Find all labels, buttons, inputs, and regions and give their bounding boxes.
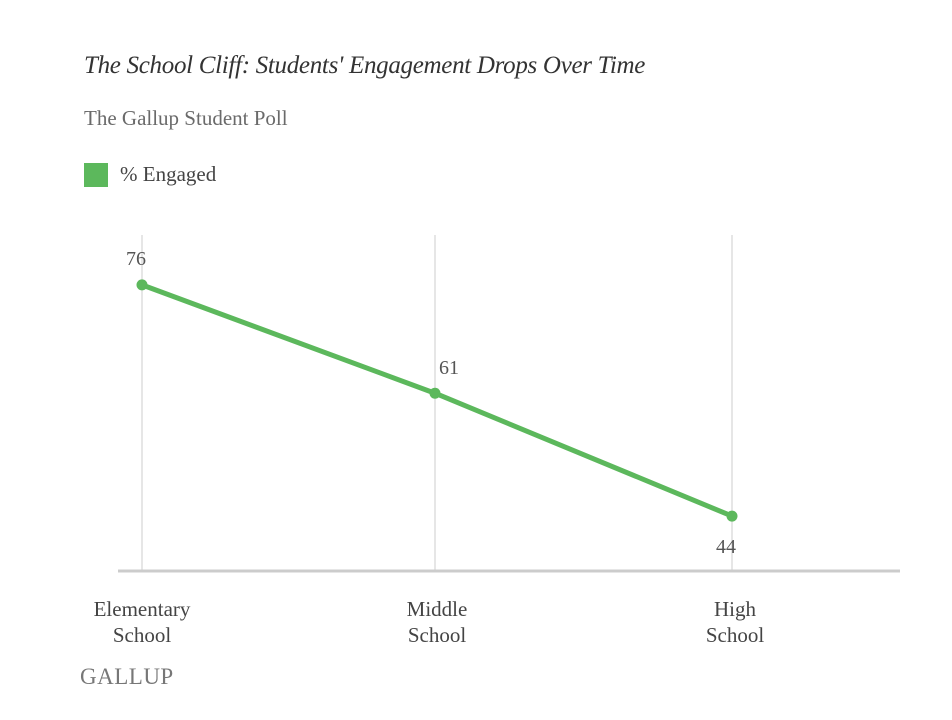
series-line <box>139 282 735 519</box>
legend-swatch <box>84 162 108 187</box>
gallup-logo: GALLUP <box>80 664 174 689</box>
legend-label: % Engaged <box>120 162 217 186</box>
chart-subtitle: The Gallup Student Poll <box>84 106 288 130</box>
data-point <box>136 279 148 291</box>
x-tick-label-high: High School <box>645 596 825 648</box>
data-label: 44 <box>716 536 736 558</box>
x-tick-label-line: School <box>112 623 172 647</box>
x-tick-label-line: High <box>714 597 756 621</box>
x-tick-label-line: School <box>705 623 765 647</box>
chart-title: The School Cliff: Students' Engagement D… <box>84 52 646 79</box>
x-tick-label-line: Elementary <box>93 597 191 621</box>
data-point <box>726 510 738 522</box>
legend: % Engaged <box>84 162 216 187</box>
x-tick-label-line: School <box>407 623 467 647</box>
x-tick-label-elementary: Elementary School <box>52 596 232 648</box>
x-tick-label-line: Middle <box>406 597 468 621</box>
x-tick-label-middle: Middle School <box>347 596 527 648</box>
data-label: 61 <box>439 357 459 379</box>
data-label: 76 <box>126 248 146 270</box>
data-point <box>429 387 441 399</box>
